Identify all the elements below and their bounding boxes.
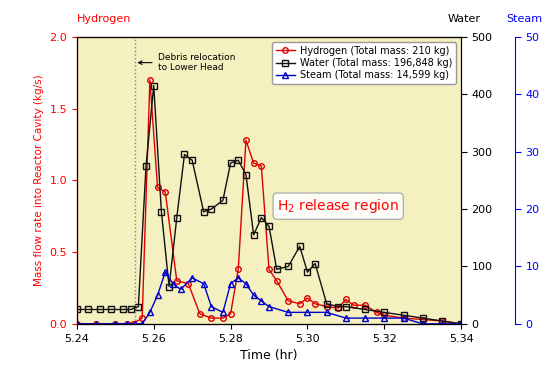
Text: Steam: Steam [506,14,542,24]
X-axis label: Time (hr): Time (hr) [240,349,298,362]
Text: Debris relocation
to Lower Head: Debris relocation to Lower Head [138,53,235,72]
Text: Hydrogen: Hydrogen [77,14,131,24]
Text: Water: Water [447,14,480,24]
Legend: Hydrogen (Total mass: 210 kg), Water (Total mass: 196,848 kg), Steam (Total mass: Hydrogen (Total mass: 210 kg), Water (To… [272,42,456,84]
Text: H$_2$ release region: H$_2$ release region [277,197,399,215]
Y-axis label: Mass flow rate into Reactor Cavity (kg/s): Mass flow rate into Reactor Cavity (kg/s… [34,74,44,286]
